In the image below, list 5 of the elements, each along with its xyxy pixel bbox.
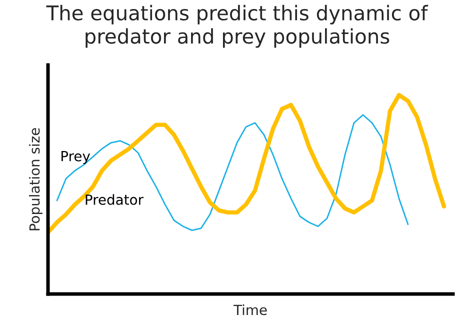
series-label: Prey: [62, 151, 90, 164]
y-axis-title: Population size: [29, 128, 42, 230]
chart-title: The equations predict this dynamic of predator and prey populations: [46, 4, 428, 48]
x-axis-title: Time: [233, 304, 267, 316]
series-label: Predator: [86, 194, 144, 205]
